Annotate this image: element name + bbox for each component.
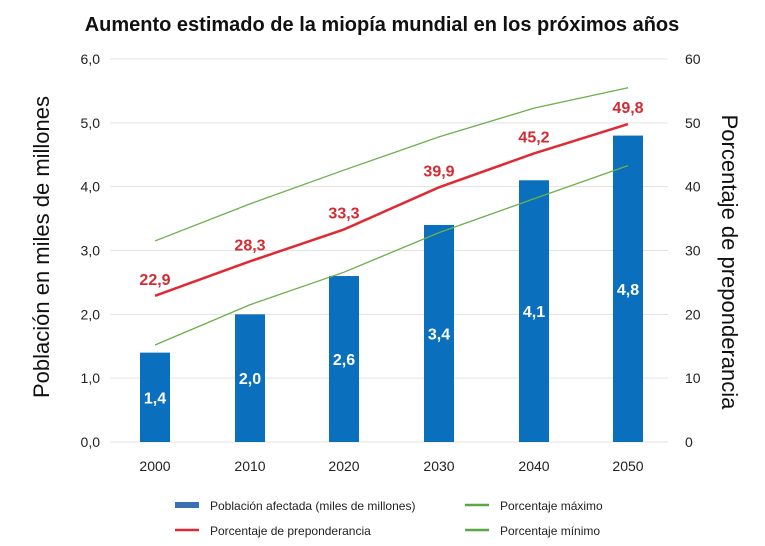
y-tick-label: 6,0 xyxy=(81,51,101,67)
line-label: 49,8 xyxy=(612,100,643,117)
bar-label: 4,1 xyxy=(523,304,545,321)
line-label: 39,9 xyxy=(423,163,454,180)
y-tick-label: 5,0 xyxy=(81,115,101,131)
bar-label: 2,0 xyxy=(239,371,261,388)
legend-label: Porcentaje máximo xyxy=(500,499,603,513)
line-label: 33,3 xyxy=(328,205,359,222)
legend-label: Porcentaje de preponderancia xyxy=(210,524,371,538)
y-tick-label: 3,0 xyxy=(81,243,101,259)
line-2 xyxy=(154,87,629,242)
line-label: 45,2 xyxy=(518,129,549,146)
legend-label: Población afectada (miles de millones) xyxy=(210,499,415,513)
bar-label: 4,8 xyxy=(617,282,639,299)
bar-2050 xyxy=(613,135,643,442)
x-tick-label: 2020 xyxy=(328,458,359,474)
bar-2010 xyxy=(235,314,265,442)
x-tick-label: 2000 xyxy=(139,458,170,474)
bar-2030 xyxy=(424,224,454,442)
line-3 xyxy=(154,164,629,346)
y2-tick-label: 60 xyxy=(685,51,701,67)
y2-axis-label: Porcentaje de preponderancia xyxy=(717,115,742,411)
x-tick-label: 2010 xyxy=(234,458,265,474)
y2-tick-label: 50 xyxy=(685,115,701,131)
y2-tick-label: 20 xyxy=(685,306,701,322)
y-tick-label: 4,0 xyxy=(81,179,101,195)
line-1 xyxy=(154,122,629,297)
bar-label: 2,6 xyxy=(333,352,355,369)
bar-2040 xyxy=(519,180,549,443)
y-tick-label: 0,0 xyxy=(81,434,101,450)
y2-tick-label: 0 xyxy=(685,434,693,450)
legend-swatch xyxy=(175,502,199,508)
bar-label: 1,4 xyxy=(144,390,166,407)
x-tick-label: 2030 xyxy=(423,458,454,474)
line-label: 28,3 xyxy=(234,237,265,254)
y-axis-label: Población en miles de millones xyxy=(29,96,54,398)
y2-tick-label: 40 xyxy=(685,179,701,195)
bar-2000 xyxy=(140,352,170,442)
bar-2020 xyxy=(329,276,359,442)
x-tick-label: 2040 xyxy=(518,458,549,474)
y2-tick-label: 10 xyxy=(685,370,701,386)
y-tick-label: 2,0 xyxy=(81,306,101,322)
bar-label: 3,4 xyxy=(428,326,450,343)
chart-title: Aumento estimado de la miopía mundial en… xyxy=(85,14,680,36)
legend-label: Porcentaje mínimo xyxy=(500,524,600,538)
line-label: 22,9 xyxy=(139,272,170,289)
y-tick-label: 1,0 xyxy=(81,370,101,386)
y2-tick-label: 30 xyxy=(685,243,701,259)
x-tick-label: 2050 xyxy=(612,458,643,474)
